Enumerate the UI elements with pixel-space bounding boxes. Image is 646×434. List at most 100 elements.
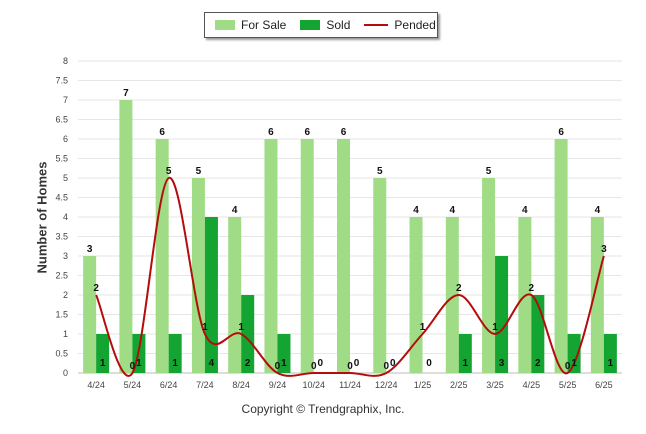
y-tick-label: 2 <box>63 290 68 300</box>
y-axis-ticks: 0 0.5 1 1.5 2 2.5 3 3.5 4 4.5 5 5.5 6 6.5 7 7.5 8 <box>55 56 68 378</box>
x-tick-label: 12/24 <box>375 380 398 390</box>
x-tick-label: 3/25 <box>486 380 504 390</box>
data-label-sold: 1 <box>571 358 577 369</box>
x-tick-label: 4/25 <box>523 380 541 390</box>
x-tick-label: 7/24 <box>196 380 214 390</box>
data-label-pended: 2 <box>529 283 535 294</box>
legend-item-pended[interactable]: Pended <box>364 18 436 32</box>
y-tick-label: 0.5 <box>55 349 68 359</box>
bar-sold <box>277 334 291 373</box>
data-label-sold: 0 <box>354 358 360 369</box>
bar-sold <box>204 217 218 373</box>
bar-sold <box>458 334 472 373</box>
x-tick-label: 10/24 <box>302 380 325 390</box>
data-label-sold: 2 <box>535 358 541 369</box>
y-tick-label: 5 <box>63 173 68 183</box>
for-sale-swatch <box>215 20 235 30</box>
data-label-for-sale: 6 <box>304 127 310 138</box>
x-tick-label: 5/24 <box>124 380 142 390</box>
data-label-for-sale: 4 <box>595 205 601 216</box>
data-label-sold: 0 <box>390 358 396 369</box>
y-tick-label: 1 <box>63 329 68 339</box>
y-tick-label: 8 <box>63 56 68 66</box>
data-label-pended: 1 <box>492 322 498 333</box>
data-label-pended: 0 <box>311 361 317 372</box>
bar-for-sale <box>264 139 278 373</box>
data-label-pended: 1 <box>202 322 208 333</box>
y-tick-label: 6.5 <box>55 115 68 125</box>
data-label-for-sale: 6 <box>341 127 347 138</box>
pended-series-line <box>95 176 605 377</box>
data-label-for-sale: 6 <box>268 127 274 138</box>
bar-for-sale <box>590 217 604 373</box>
legend-label-sold: Sold <box>326 18 351 32</box>
legend: For Sale Sold Pended <box>204 12 438 38</box>
data-label-sold: 4 <box>209 358 215 369</box>
y-tick-label: 7 <box>63 95 68 105</box>
sold-swatch <box>300 20 321 30</box>
data-label-pended: 2 <box>456 283 462 294</box>
y-tick-label: 1.5 <box>55 310 68 320</box>
x-tick-label: 6/25 <box>595 380 613 390</box>
data-label-sold: 1 <box>136 358 142 369</box>
y-tick-label: 3 <box>63 251 68 261</box>
bar-sold <box>168 334 182 373</box>
bar-for-sale <box>373 178 387 373</box>
x-tick-label: 6/24 <box>160 380 178 390</box>
bar-for-sale <box>445 217 459 373</box>
data-label-pended: 5 <box>166 166 172 177</box>
x-tick-label: 4/24 <box>87 380 105 390</box>
bar-sold <box>603 334 617 373</box>
copyright-text: Copyright © Trendgraphix, Inc. <box>241 402 405 416</box>
bar-for-sale <box>191 178 205 373</box>
bar-for-sale <box>337 139 350 373</box>
data-label-for-sale: 7 <box>123 88 129 99</box>
data-label-for-sale: 6 <box>558 127 564 138</box>
bar-for-sale <box>119 100 133 373</box>
y-axis-label: Number of Homes <box>34 161 50 274</box>
data-label-pended: 2 <box>93 283 99 294</box>
y-tick-label: 4.5 <box>55 193 68 203</box>
y-tick-label: 5.5 <box>55 154 68 164</box>
legend-item-sold[interactable]: Sold <box>300 18 350 32</box>
data-label-for-sale: 4 <box>413 205 419 216</box>
bar-for-sale <box>482 178 496 373</box>
data-label-for-sale: 3 <box>87 244 93 255</box>
y-tick-label: 7.5 <box>55 76 68 86</box>
data-label-pended: 0 <box>347 361 353 372</box>
x-tick-label: 2/25 <box>450 380 468 390</box>
y-tick-label: 2.5 <box>55 271 68 281</box>
x-tick-label: 1/25 <box>414 380 432 390</box>
data-label-sold: 1 <box>172 358 178 369</box>
data-label-for-sale: 5 <box>377 166 383 177</box>
x-tick-label: 8/24 <box>232 380 250 390</box>
data-label-pended: 3 <box>601 244 607 255</box>
legend-item-for-sale[interactable]: For Sale <box>215 18 286 32</box>
bar-sold <box>495 256 509 373</box>
data-label-sold: 0 <box>317 358 323 369</box>
bar-for-sale <box>554 139 568 373</box>
pended-swatch <box>364 24 389 26</box>
data-label-sold: 2 <box>245 358 251 369</box>
y-tick-label: 0 <box>63 368 68 378</box>
bar-sold <box>567 334 581 373</box>
legend-label-for-sale: For Sale <box>241 18 287 32</box>
y-tick-label: 6 <box>63 134 68 144</box>
data-label-sold: 1 <box>608 358 614 369</box>
pended-line <box>95 176 605 377</box>
data-label-for-sale: 4 <box>232 205 238 216</box>
legend-label-pended: Pended <box>394 18 436 32</box>
data-label-sold: 0 <box>426 358 432 369</box>
x-axis-ticks: 4/24 5/24 6/24 7/24 8/24 9/24 10/24 11/24 12/24 1… <box>87 380 612 390</box>
data-label-sold: 3 <box>499 358 505 369</box>
data-label-pended: 1 <box>420 322 426 333</box>
bar-for-sale <box>155 139 169 373</box>
data-label-sold: 1 <box>281 358 287 369</box>
data-label-for-sale: 5 <box>486 166 492 177</box>
bar-sold <box>96 334 110 373</box>
x-tick-label: 5/25 <box>559 380 577 390</box>
data-label-sold: 1 <box>463 358 469 369</box>
x-tick-label: 11/24 <box>339 380 361 390</box>
